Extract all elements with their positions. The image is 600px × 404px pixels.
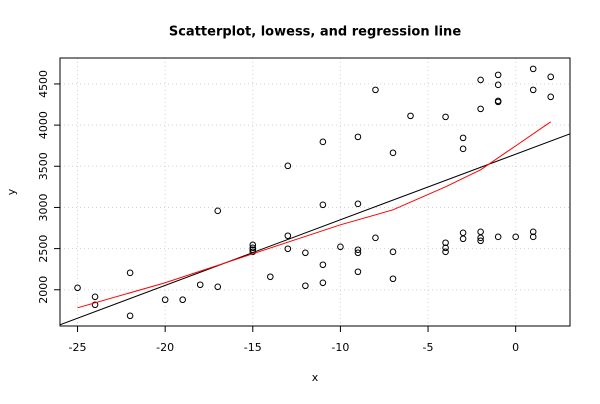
point bbox=[459, 235, 467, 243]
point bbox=[442, 239, 449, 247]
point bbox=[196, 281, 204, 289]
point bbox=[494, 98, 502, 106]
point bbox=[477, 76, 484, 84]
point bbox=[302, 282, 309, 290]
point bbox=[529, 65, 537, 73]
point bbox=[337, 243, 344, 251]
chart-title: Scatterplot, lowess, and regression line bbox=[169, 25, 461, 40]
point bbox=[214, 283, 222, 291]
point bbox=[529, 228, 537, 236]
y-tick-label: 2000 bbox=[37, 276, 50, 304]
point bbox=[319, 138, 327, 146]
point bbox=[354, 133, 362, 141]
x-axis-label: x bbox=[312, 371, 319, 384]
point bbox=[494, 71, 502, 79]
y-axis-label: y bbox=[5, 188, 18, 195]
point bbox=[372, 86, 379, 94]
point bbox=[91, 293, 99, 301]
point bbox=[529, 86, 537, 94]
point bbox=[302, 249, 309, 257]
point bbox=[249, 244, 257, 252]
point bbox=[91, 301, 99, 309]
point bbox=[267, 273, 274, 281]
point bbox=[442, 244, 449, 252]
point bbox=[459, 145, 467, 153]
point bbox=[494, 81, 502, 89]
x-tick-label: -10 bbox=[331, 341, 349, 354]
point bbox=[179, 296, 186, 304]
point bbox=[389, 275, 397, 283]
point bbox=[477, 105, 484, 113]
point bbox=[547, 93, 555, 101]
point bbox=[249, 241, 257, 249]
x-tick-label: -5 bbox=[423, 341, 434, 354]
point bbox=[354, 268, 362, 276]
point bbox=[459, 134, 467, 142]
point bbox=[161, 296, 169, 304]
x-tick-label: -25 bbox=[69, 341, 87, 354]
point bbox=[389, 149, 397, 157]
plot-frame bbox=[59, 57, 571, 327]
point bbox=[512, 233, 519, 241]
y-tick-label: 2500 bbox=[37, 235, 50, 263]
point bbox=[477, 237, 484, 245]
point bbox=[126, 312, 134, 320]
point bbox=[354, 249, 362, 257]
point bbox=[442, 248, 449, 256]
point bbox=[319, 201, 327, 209]
point bbox=[442, 113, 449, 121]
point bbox=[319, 261, 327, 269]
point bbox=[284, 162, 292, 170]
point bbox=[529, 233, 537, 241]
point bbox=[389, 248, 397, 256]
y-tick-label: 4500 bbox=[37, 70, 50, 98]
point bbox=[319, 279, 327, 287]
point bbox=[354, 246, 362, 254]
x-tick-label: -15 bbox=[244, 341, 262, 354]
x-tick-label: -20 bbox=[156, 341, 174, 354]
point bbox=[214, 207, 222, 215]
point bbox=[284, 232, 292, 240]
x-tick-label: 0 bbox=[512, 341, 519, 354]
point bbox=[372, 234, 379, 242]
point bbox=[284, 245, 292, 253]
y-tick-label: 3500 bbox=[37, 152, 50, 180]
point bbox=[407, 112, 414, 120]
point bbox=[126, 269, 134, 277]
point bbox=[547, 73, 555, 81]
point bbox=[74, 284, 81, 292]
line bbox=[77, 121, 552, 309]
point bbox=[494, 233, 502, 241]
point bbox=[477, 234, 484, 242]
point bbox=[354, 200, 362, 208]
y-tick-label: 4000 bbox=[37, 111, 50, 139]
y-tick-label: 3000 bbox=[37, 193, 50, 221]
line bbox=[60, 133, 570, 326]
